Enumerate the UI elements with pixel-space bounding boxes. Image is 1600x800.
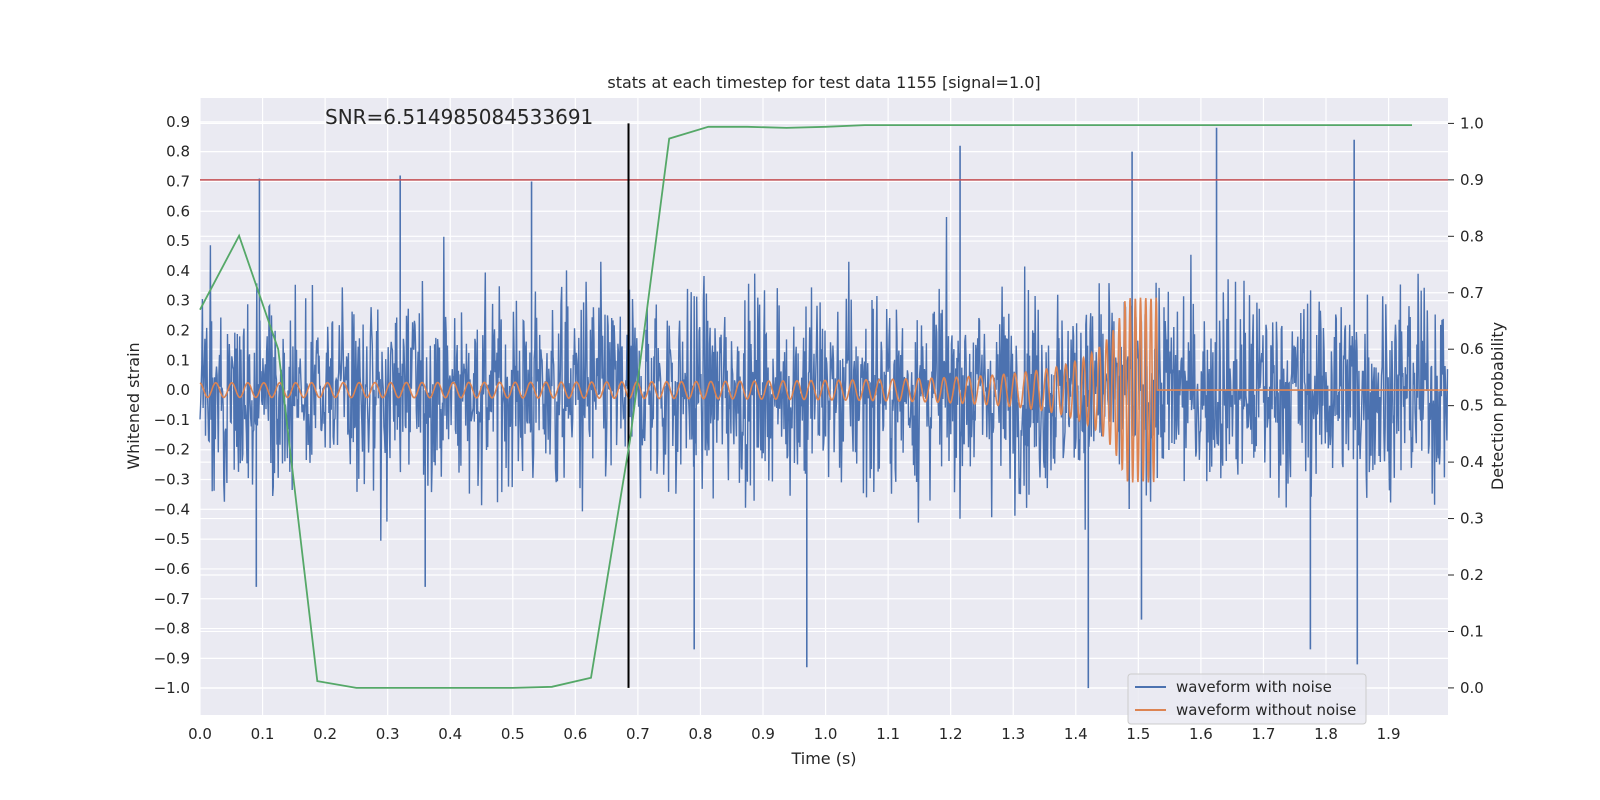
right-tick-label: 0.0 xyxy=(1460,679,1484,697)
right-tick-label: 0.7 xyxy=(1460,284,1484,302)
right-axis-label: Detection probability xyxy=(1488,322,1507,490)
x-tick-label: 0.5 xyxy=(501,725,525,743)
y-tick-label: 0.0 xyxy=(166,381,190,399)
y-tick-label: −0.8 xyxy=(154,620,190,638)
y-tick-label: −0.1 xyxy=(154,411,190,429)
y-tick-label: 0.1 xyxy=(166,351,190,369)
x-tick-label: 0.7 xyxy=(626,725,650,743)
x-tick-label: 0.6 xyxy=(563,725,587,743)
y-tick-label: 0.9 xyxy=(166,113,190,131)
x-tick-label: 1.6 xyxy=(1189,725,1213,743)
x-tick-label: 1.3 xyxy=(1001,725,1025,743)
x-tick-label: 1.2 xyxy=(939,725,963,743)
y-tick-label: −0.5 xyxy=(154,530,190,548)
series-detection-probability xyxy=(199,124,1412,689)
x-tick-label: 0.0 xyxy=(188,725,212,743)
y-tick-label: 0.3 xyxy=(166,292,190,310)
x-tick-label: 1.5 xyxy=(1126,725,1150,743)
right-tick-label: 1.0 xyxy=(1460,114,1484,132)
series-waveform-without-noise xyxy=(199,297,1448,483)
x-tick-label: 1.8 xyxy=(1314,725,1338,743)
x-axis-label: Time (s) xyxy=(790,749,856,768)
right-tick-label: 0.8 xyxy=(1460,227,1484,245)
x-tick-label: 0.8 xyxy=(689,725,713,743)
right-tick-label: 0.5 xyxy=(1460,397,1484,415)
x-tick-label: 0.4 xyxy=(438,725,462,743)
y-axis-ticks: 0.9 0.8 0.7 0.6 0.5 0.4 0.3 0.2 0.1 0.0 −0.1 −0.2 −0… xyxy=(154,113,190,697)
y-tick-label: 0.5 xyxy=(166,232,190,250)
snr-annotation: SNR=6.514985084533691 xyxy=(325,105,593,129)
x-tick-label: 1.9 xyxy=(1377,725,1401,743)
y-tick-label: −0.4 xyxy=(154,500,190,518)
right-axis-ticks: 1.0 0.9 0.8 0.7 0.6 0.5 0.4 0.3 0.2 0.1 0.0 xyxy=(1448,114,1484,697)
x-tick-label: 0.1 xyxy=(251,725,275,743)
legend: waveform with noise waveform without noi… xyxy=(1127,673,1367,725)
x-tick-label: 1.4 xyxy=(1064,725,1088,743)
y-axis-label: Whitened strain xyxy=(124,342,143,469)
x-tick-label: 1.0 xyxy=(814,725,838,743)
x-tick-label: 0.3 xyxy=(376,725,400,743)
right-tick-label: 0.6 xyxy=(1460,340,1484,358)
x-tick-label: 0.2 xyxy=(313,725,337,743)
y-tick-label: 0.8 xyxy=(166,143,190,161)
right-tick-label: 0.9 xyxy=(1460,171,1484,189)
series-waveform-with-noise xyxy=(199,216,1449,541)
y-tick-label: −0.2 xyxy=(154,441,190,459)
y-tick-label: −0.7 xyxy=(154,590,190,608)
y-tick-label: −0.3 xyxy=(154,471,190,489)
legend-label-noise: waveform with noise xyxy=(1176,678,1332,696)
y-tick-label: −0.9 xyxy=(154,649,190,667)
legend-box xyxy=(1127,673,1367,725)
x-axis-ticks: 0.0 0.1 0.2 0.3 0.4 0.5 0.6 0.7 0.8 0.9 1.0 1.1 1.2 1… xyxy=(188,725,1400,743)
x-tick-label: 1.1 xyxy=(876,725,900,743)
y-tick-label: −1.0 xyxy=(154,679,190,697)
chart-title: stats at each timestep for test data 115… xyxy=(607,73,1040,92)
legend-label-clean: waveform without noise xyxy=(1176,701,1356,719)
right-tick-label: 0.4 xyxy=(1460,453,1484,471)
y-tick-label: 0.7 xyxy=(166,172,190,190)
y-tick-label: −0.6 xyxy=(154,560,190,578)
right-tick-label: 0.2 xyxy=(1460,566,1484,584)
x-tick-label: 0.9 xyxy=(751,725,775,743)
y-tick-label: 0.4 xyxy=(166,262,190,280)
x-tick-label: 1.7 xyxy=(1252,725,1276,743)
right-tick-label: 0.1 xyxy=(1460,622,1484,640)
y-tick-label: 0.6 xyxy=(166,202,190,220)
y-tick-label: 0.2 xyxy=(166,321,190,339)
right-tick-label: 0.3 xyxy=(1460,510,1484,528)
series-layer xyxy=(199,123,1449,689)
